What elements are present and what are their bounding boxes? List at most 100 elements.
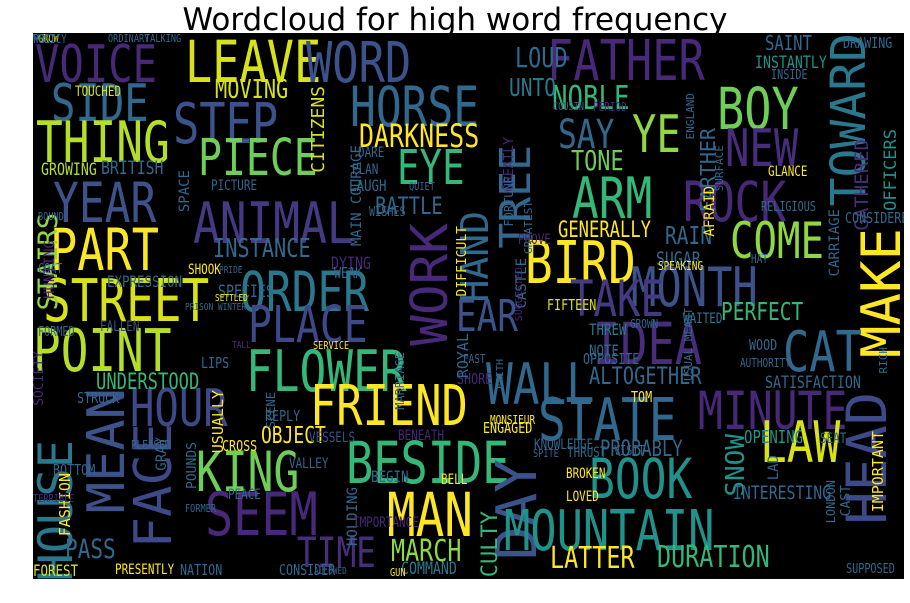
word-allowed: ALLOWED xyxy=(314,566,347,577)
word-glance: GLANCE xyxy=(768,164,808,180)
chart-title: Wordcloud for high word frequency xyxy=(182,2,728,38)
word-wishes: WISHES xyxy=(369,205,406,220)
word-scene: SCENE xyxy=(264,392,278,429)
word-peace: PEACE xyxy=(228,487,261,503)
word-bound: BOUND xyxy=(38,210,64,223)
word-father: FATHER xyxy=(547,33,705,94)
word-tall: TALL xyxy=(232,340,251,351)
word-take: TAKE xyxy=(570,270,664,328)
word-lips: LIPS xyxy=(201,354,230,372)
word-vessels: VESSELS xyxy=(309,430,356,446)
word-supposed: SUPPOSED xyxy=(846,562,895,577)
word-make: MAKE xyxy=(850,228,904,359)
word-law: LAW xyxy=(760,410,841,476)
word-friend: FRIEND xyxy=(310,374,468,439)
word-inside: INSIDE xyxy=(771,68,808,83)
word-valley: VALLEY xyxy=(289,456,329,472)
word-mountain: MOUNTAIN xyxy=(504,499,715,564)
word-fallen: FALLEN xyxy=(100,319,140,335)
word-bottom: BOTTOM xyxy=(53,461,96,479)
word-understood: UNDERSTOOD xyxy=(96,370,200,395)
word-religious: RELIGIOUS xyxy=(761,200,816,215)
word-difficult: DIFFICULT xyxy=(455,226,470,297)
word-consider: CONSIDER xyxy=(279,561,336,579)
word-duration: DURATION xyxy=(657,540,770,575)
word-royal: ROYAL xyxy=(454,333,472,379)
word-ear: EAR xyxy=(456,291,518,342)
word-quiet: QUIET xyxy=(409,180,435,193)
word-fifteen: FIFTEEN xyxy=(547,296,597,314)
word-society: SOCIETY xyxy=(33,351,47,406)
word-broken: BROKEN xyxy=(566,466,606,482)
word-voice: VOICE xyxy=(35,35,158,95)
word-opposite: OPPOSITE xyxy=(583,350,640,368)
word-piece: PIECE xyxy=(198,129,318,188)
word-place: PLACE xyxy=(248,296,368,355)
word-engaged: ENGAGED xyxy=(483,419,533,437)
word-note: NOTE xyxy=(589,341,620,360)
word-authority: AUTHORITY xyxy=(740,356,791,370)
word-drawing: DRAWING xyxy=(843,34,893,52)
word-cat: CAT xyxy=(783,320,862,385)
word-coat: COAT xyxy=(38,262,63,277)
word-month: MONTH xyxy=(631,256,758,319)
word-say: SAY xyxy=(558,112,615,158)
word-shore: SHORE xyxy=(457,370,493,388)
word-cousin: COUSIN xyxy=(553,100,585,113)
word-england: ENGLAND xyxy=(684,93,697,140)
word-monsieur: MONSIEUR xyxy=(490,413,536,427)
word-fortune: FORTUNE xyxy=(502,176,516,227)
word-instance: INSTANCE xyxy=(213,234,311,264)
word-growing: GROWING xyxy=(41,160,97,180)
word-pass: PASS xyxy=(65,534,116,565)
word-loud: LOUD xyxy=(515,41,568,74)
word-beneath: BENEATH xyxy=(398,428,445,444)
word-main-courage: MAIN COURAGE xyxy=(349,145,365,247)
word-surface: SURFACE xyxy=(713,145,726,192)
word-plan: PLAN xyxy=(352,162,379,178)
word-difficulty: DIFFICULTY xyxy=(478,511,503,579)
word-march: MARCH xyxy=(391,534,462,569)
word-part: PART xyxy=(50,216,159,284)
word-generally: GENERALLY xyxy=(558,218,651,243)
word-citizens: CITIZENS xyxy=(308,86,329,173)
word-eye: EYE xyxy=(397,140,465,196)
word-saint: SAINT xyxy=(765,33,812,55)
word-state: STATE xyxy=(538,385,677,454)
word-laugh: LAUGH xyxy=(349,176,387,195)
word-terrible: TERRIBLE xyxy=(33,492,75,505)
word-order: ORDER xyxy=(240,260,370,324)
word-officers: OFFICERS xyxy=(881,129,901,211)
word-bird: BIRD xyxy=(525,228,636,297)
word-minute: MINUTE xyxy=(698,381,848,442)
word-rain: RAIN xyxy=(665,221,712,250)
word-talking: TALKING xyxy=(145,33,182,45)
word-prison-winter: PRISON WINTER xyxy=(185,302,247,313)
word-battle: BATTLE xyxy=(375,192,443,220)
word-arm: ARM xyxy=(572,166,653,232)
word-visit: VISIT xyxy=(614,444,645,459)
word-opening: OPENING xyxy=(744,427,804,448)
word-reply: REPLY xyxy=(265,407,301,425)
word-perfect: PERFECT xyxy=(721,297,804,326)
word-man: MAN xyxy=(387,480,473,551)
word-book: BOOK xyxy=(589,447,693,511)
word-weak: WEAK xyxy=(334,264,363,282)
word-leave: LEAVE xyxy=(185,33,322,96)
word-struck: STRUCK xyxy=(77,389,120,407)
word-begin: BEGIN xyxy=(371,467,409,486)
word-bell: BELL xyxy=(441,472,468,488)
word-beside: BESIDE xyxy=(346,429,510,497)
word-instantly: INSTANTLY xyxy=(755,53,827,73)
word-unto: UNTO xyxy=(509,73,556,102)
word-horse: HORSE xyxy=(350,75,480,139)
word-prove: PROVE xyxy=(518,232,551,248)
word-nation: NATION xyxy=(180,561,223,579)
word-step: STEP xyxy=(173,92,279,157)
word-usual-meant: USUAL MEANT xyxy=(682,308,695,381)
word-cross: CROSS xyxy=(222,437,258,455)
word-british: BRITISH xyxy=(101,157,164,179)
word-london: LONDON xyxy=(824,480,838,524)
word-work: WORK xyxy=(401,223,460,346)
word-marriage: MARRIAGE xyxy=(393,352,407,410)
